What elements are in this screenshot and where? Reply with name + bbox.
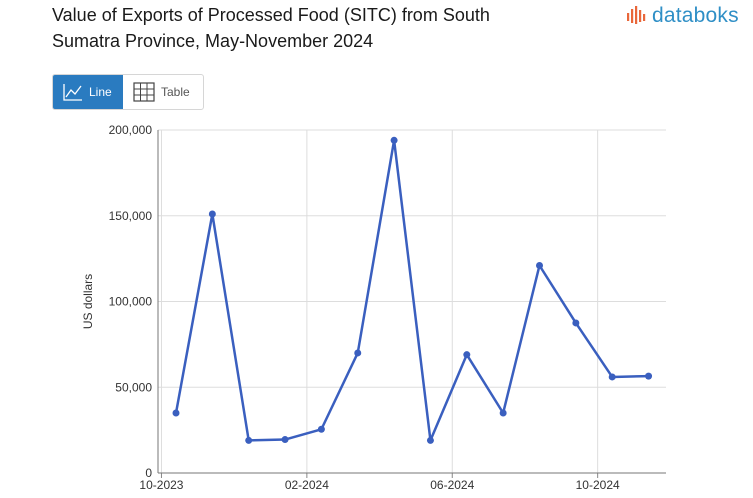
x-tick-label: 10-2024 — [576, 478, 620, 492]
data-point[interactable] — [499, 409, 507, 417]
data-point[interactable] — [426, 436, 434, 444]
x-tick-label: 06-2024 — [430, 478, 474, 492]
databoks-bars-icon — [627, 6, 646, 24]
title-line-2: Sumatra Province, May-November 2024 — [52, 31, 374, 51]
data-point[interactable] — [390, 136, 398, 144]
y-axis-label: US dollars — [81, 274, 95, 329]
line-view-button[interactable]: Line — [53, 75, 123, 109]
data-point[interactable] — [645, 372, 653, 380]
databoks-logo: databoks — [626, 4, 739, 28]
x-tick-label: 02-2024 — [285, 478, 329, 492]
data-point[interactable] — [463, 351, 471, 359]
title-line-1: Value of Exports of Processed Food (SITC… — [52, 5, 490, 25]
line-chart-icon — [63, 84, 82, 101]
y-tick-label: 100,000 — [109, 295, 153, 309]
data-point[interactable] — [208, 210, 216, 218]
data-point[interactable] — [354, 349, 362, 357]
table-view-label: Table — [161, 85, 190, 99]
data-point[interactable] — [608, 373, 616, 381]
chart-title: Value of Exports of Processed Food (SITC… — [52, 2, 572, 54]
y-tick-label: 200,000 — [109, 123, 153, 137]
x-tick-label: 10-2023 — [139, 478, 183, 492]
data-point[interactable] — [281, 436, 289, 444]
axes: 0 50,000 100,000 150,000 200,000 10-2023 02-20… — [109, 123, 666, 492]
line-view-label: Line — [89, 85, 112, 99]
table-view-button[interactable]: Table — [123, 75, 200, 109]
data-point[interactable] — [317, 425, 325, 433]
y-tick-label: 50,000 — [115, 380, 152, 394]
data-point[interactable] — [572, 319, 580, 327]
data-point[interactable] — [536, 261, 543, 269]
grid-lines — [158, 129, 666, 474]
series-layer — [172, 136, 653, 444]
view-toggle: Line Table — [52, 74, 204, 110]
y-tick-label: 0 — [145, 466, 152, 480]
y-tick-label: 150,000 — [109, 209, 153, 223]
series-line — [174, 139, 649, 442]
brand-name: databoks — [652, 4, 739, 27]
table-grid-icon — [133, 82, 155, 102]
data-point[interactable] — [172, 409, 180, 417]
data-point[interactable] — [245, 436, 253, 444]
